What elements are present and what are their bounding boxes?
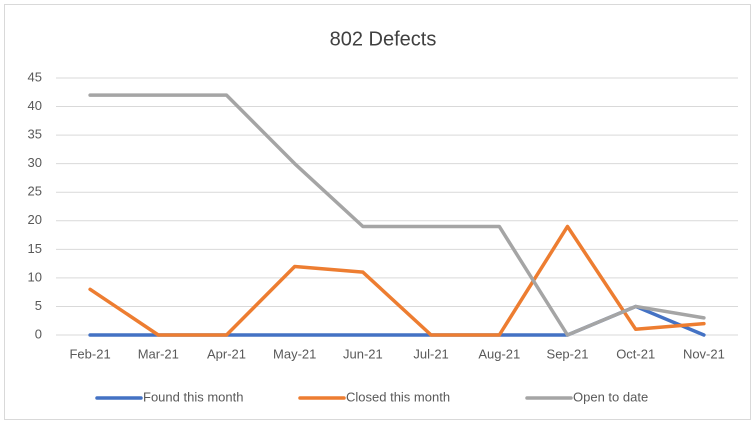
- chart-title: 802 Defects: [330, 28, 437, 50]
- series-line: [88, 224, 706, 337]
- x-tick-label: Jul-21: [413, 346, 448, 361]
- y-tick-label: 15: [28, 241, 42, 256]
- legend-label: Open to date: [573, 389, 648, 404]
- x-tick-label: May-21: [273, 346, 316, 361]
- chart-border: [4, 4, 751, 420]
- y-tick-label: 25: [28, 184, 42, 199]
- y-tick-label: 5: [35, 298, 42, 313]
- y-tick-label: 40: [28, 98, 42, 113]
- series-line: [88, 93, 706, 337]
- y-tick-label: 30: [28, 155, 42, 170]
- x-tick-label: Jun-21: [343, 346, 383, 361]
- y-tick-label: 20: [28, 212, 42, 227]
- x-tick-label: Nov-21: [683, 346, 725, 361]
- x-tick-label: Apr-21: [207, 346, 246, 361]
- y-tick-label: 10: [28, 269, 42, 284]
- x-tick-label: Aug-21: [478, 346, 520, 361]
- y-tick-label: 35: [28, 127, 42, 142]
- x-tick-label: Mar-21: [138, 346, 179, 361]
- y-tick-label: 0: [35, 326, 42, 341]
- y-tick-label: 45: [28, 69, 42, 84]
- x-tick-label: Oct-21: [616, 346, 655, 361]
- legend-label: Found this month: [143, 389, 243, 404]
- legend-label: Closed this month: [346, 389, 450, 404]
- x-tick-label: Feb-21: [69, 346, 110, 361]
- x-tick-label: Sep-21: [547, 346, 589, 361]
